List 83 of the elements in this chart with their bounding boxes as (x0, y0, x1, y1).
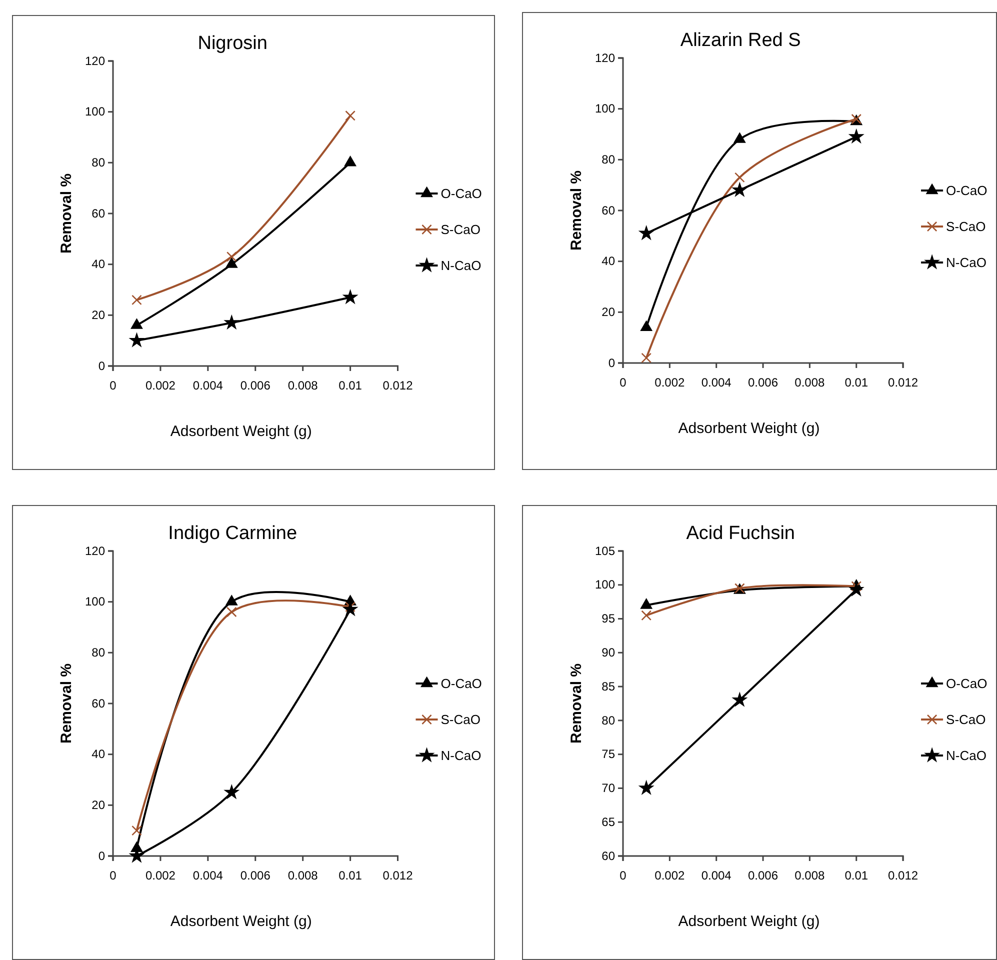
x-axis-title: Adsorbent Weight (g) (170, 913, 312, 930)
y-tick-label: 100 (594, 102, 616, 116)
legend-label: N-CaO (946, 255, 986, 270)
y-tick-label: 0 (98, 358, 106, 373)
legend-label: O-CaO (946, 676, 988, 692)
x-tick-label: 0.012 (382, 378, 414, 393)
y-axis-title: Removal % (568, 170, 585, 251)
x-tick-label: 0.004 (192, 868, 224, 883)
legend-label: O-CaO (440, 676, 482, 692)
y-tick-label: 75 (602, 747, 616, 762)
x-tick-label: 0.012 (888, 376, 918, 390)
x-tick-label: 0.012 (888, 868, 918, 883)
legend-label: N-CaO (440, 748, 482, 764)
chart-title: Indigo Carmine (168, 523, 298, 544)
y-axis-title: Removal % (58, 173, 75, 254)
y-tick-label: 70 (602, 781, 616, 796)
x-tick-label: 0.004 (192, 378, 224, 393)
chart-title: Acid Fuchsin (686, 523, 796, 544)
y-axis-title: Removal % (568, 663, 585, 744)
y-tick-label: 20 (92, 798, 106, 812)
x-tick-label: 0.002 (654, 376, 686, 390)
x-tick-label: 0.004 (701, 376, 732, 390)
legend-label: O-CaO (440, 186, 482, 202)
x-tick-label: 0.012 (382, 868, 414, 883)
x-tick-label: 0.006 (240, 378, 271, 393)
y-tick-label: 60 (602, 203, 616, 218)
legend-label: N-CaO (440, 258, 482, 274)
y-tick-label: 120 (84, 54, 106, 68)
x-tick-label: 0.008 (288, 378, 318, 393)
x-tick-label: 0.01 (338, 868, 362, 883)
y-tick-label: 105 (594, 544, 616, 558)
y-tick-label: 40 (92, 747, 106, 762)
x-tick-label: 0.002 (654, 868, 686, 883)
y-tick-label: 60 (92, 206, 106, 220)
x-tick-label: 0.006 (748, 376, 778, 390)
x-tick-label: 0.008 (794, 868, 826, 883)
y-tick-label: 65 (602, 814, 616, 829)
x-axis-title: Adsorbent Weight (g) (678, 420, 820, 437)
x-tick-label: 0.006 (748, 868, 778, 883)
y-tick-label: 80 (602, 152, 616, 167)
x-tick-label: 0.002 (145, 378, 176, 393)
y-tick-label: 100 (84, 104, 106, 119)
y-tick-label: 0 (608, 356, 616, 370)
x-tick-label: 0.01 (338, 378, 362, 393)
x-tick-label: 0 (620, 868, 627, 883)
y-tick-label: 0 (98, 848, 106, 863)
y-tick-label: 100 (84, 594, 106, 609)
x-tick-label: 0.01 (844, 868, 868, 883)
x-tick-label: 0 (110, 868, 117, 883)
legend-label: S-CaO (440, 712, 480, 728)
x-axis-title: Adsorbent Weight (g) (678, 913, 820, 930)
y-tick-label: 90 (602, 646, 616, 660)
x-tick-label: 0.008 (288, 868, 318, 883)
y-tick-label: 85 (602, 679, 616, 694)
legend-label: O-CaO (946, 183, 988, 198)
legend-label: S-CaO (946, 712, 986, 728)
y-tick-label: 80 (92, 156, 106, 170)
y-tick-label: 120 (84, 544, 106, 558)
y-tick-label: 40 (92, 257, 106, 272)
y-tick-label: 120 (594, 50, 616, 65)
x-tick-label: 0.002 (145, 868, 176, 883)
x-tick-label: 0.008 (794, 376, 826, 390)
y-tick-label: 80 (602, 713, 616, 728)
x-tick-label: 0.006 (240, 868, 271, 883)
legend-label: N-CaO (946, 748, 986, 764)
chart-title: Alizarin Red S (680, 30, 801, 51)
y-tick-label: 60 (602, 848, 616, 863)
y-tick-label: 100 (594, 578, 616, 592)
y-axis-title: Removal % (58, 663, 75, 744)
legend-label: S-CaO (440, 222, 480, 238)
legend-label: S-CaO (946, 219, 986, 234)
x-axis-title: Adsorbent Weight (g) (170, 423, 312, 440)
y-tick-label: 80 (92, 646, 106, 660)
y-tick-label: 40 (602, 254, 616, 268)
y-tick-label: 20 (602, 305, 616, 320)
x-tick-label: 0.01 (844, 376, 868, 390)
x-tick-label: 0 (110, 378, 117, 393)
x-tick-label: 0 (620, 376, 627, 390)
y-tick-label: 60 (92, 696, 106, 710)
y-tick-label: 95 (602, 612, 616, 626)
y-tick-label: 20 (92, 308, 106, 322)
chart-title: Nigrosin (198, 33, 268, 54)
x-tick-label: 0.004 (701, 868, 732, 883)
